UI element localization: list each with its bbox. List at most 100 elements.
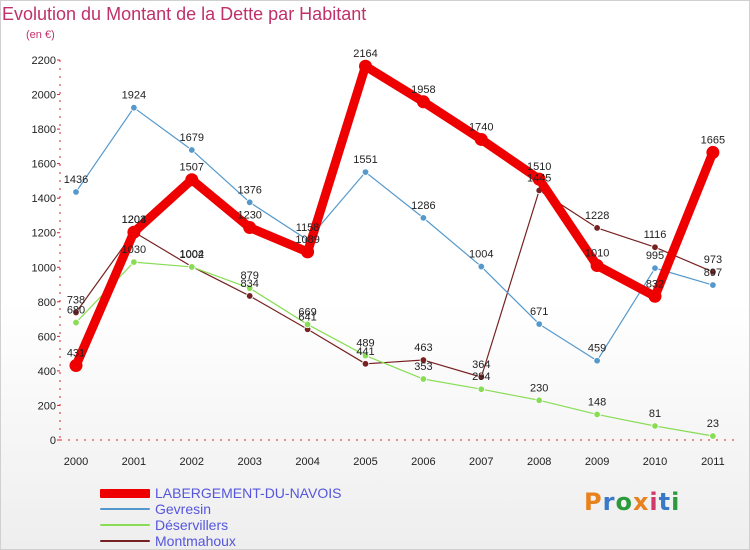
data-point [532, 172, 546, 186]
x-tick-label: 2007 [469, 456, 493, 468]
data-point [709, 432, 717, 440]
data-label: 1286 [411, 200, 435, 212]
data-point [477, 385, 485, 393]
y-tick-label: 0 [50, 435, 56, 447]
data-label: 353 [414, 361, 432, 373]
data-label: 671 [530, 306, 548, 318]
data-label: 680 [67, 305, 85, 317]
logo-letter: r [602, 488, 616, 516]
data-point [706, 145, 720, 159]
data-point [535, 396, 543, 404]
data-point [535, 320, 543, 328]
legend-swatch [100, 508, 150, 510]
data-point [130, 258, 138, 266]
x-tick-label: 2003 [237, 456, 261, 468]
data-point [188, 263, 196, 271]
line-chart: 0 200 400 600 800 1000 1200 1400 1600 1800 2000 220… [32, 48, 740, 468]
x-tick-label: 2000 [64, 456, 88, 468]
data-point [243, 221, 257, 235]
data-point [361, 168, 370, 176]
legend-label: LABERGEMENT-DU-NAVOIS [155, 485, 342, 501]
data-label: 1679 [180, 132, 204, 144]
y-tick-label: 1200 [32, 228, 56, 240]
x-tick-label: 2008 [527, 456, 551, 468]
data-label: 1004 [469, 249, 493, 261]
data-label: 1116 [644, 229, 667, 241]
data-label: 1376 [237, 184, 261, 196]
series-line [75, 261, 714, 437]
data-label: 1924 [122, 90, 146, 102]
data-point [72, 318, 80, 327]
y-tick-label: 1600 [32, 159, 56, 171]
y-tick-label: 1400 [32, 193, 56, 205]
series-line [75, 107, 714, 362]
data-point [593, 224, 601, 232]
x-tick-label: 2006 [411, 456, 435, 468]
data-point [301, 245, 315, 259]
data-label: 738 [67, 295, 85, 307]
data-point [593, 410, 601, 419]
data-point [651, 264, 659, 272]
data-label: 1551 [353, 154, 377, 166]
x-tick-label: 2002 [180, 456, 204, 468]
data-point [474, 132, 488, 146]
data-point [651, 243, 659, 251]
y-tick-label: 2200 [32, 55, 56, 67]
data-point [72, 308, 80, 317]
data-label: 23 [707, 418, 719, 430]
data-point [245, 198, 254, 207]
data-label: 1230 [237, 210, 261, 222]
data-label: 1510 [527, 161, 551, 173]
data-label: 1004 [180, 249, 204, 261]
data-point [419, 375, 428, 383]
data-label: 1158 [296, 222, 320, 234]
legend-item: Gevresin [100, 501, 400, 517]
x-tick-label: 2010 [643, 456, 667, 468]
series-line [71, 61, 718, 371]
data-point [130, 103, 138, 112]
x-tick-label: 2001 [122, 456, 146, 468]
data-label: 463 [414, 342, 432, 354]
data-point [72, 188, 80, 196]
data-label: 1002 [180, 249, 204, 261]
data-point [416, 95, 430, 109]
data-label: 1958 [411, 84, 435, 96]
logo-letter: i [671, 488, 681, 516]
data-label: 1740 [469, 121, 493, 133]
data-label: 1507 [180, 162, 204, 174]
chart-unit-label: (en €) [26, 29, 55, 41]
logo-letter: t [658, 488, 672, 516]
legend-swatch [100, 489, 150, 498]
data-label: 230 [530, 382, 548, 394]
legend-label: Déservillers [155, 517, 229, 533]
data-point [419, 214, 428, 222]
legend-item: Déservillers [100, 517, 400, 533]
legend-swatch [100, 540, 150, 542]
x-tick-label: 2004 [295, 456, 319, 468]
data-label: 294 [472, 371, 490, 383]
data-point [245, 284, 254, 292]
data-label: 81 [649, 408, 661, 420]
data-label: 1665 [701, 134, 725, 146]
data-label: 431 [67, 348, 85, 360]
data-point [185, 173, 199, 187]
data-point [303, 320, 312, 329]
data-label: 148 [588, 396, 606, 408]
data-label: 1010 [585, 248, 609, 260]
data-label: 897 [704, 267, 722, 279]
data-point [593, 357, 601, 365]
data-point [590, 259, 604, 273]
x-tick-label: 2005 [353, 456, 377, 468]
logo-letter: x [632, 488, 650, 516]
y-tick-label: 1000 [32, 262, 56, 274]
data-point [477, 262, 485, 271]
x-tick-label: 2009 [585, 456, 609, 468]
data-point [419, 356, 428, 364]
data-label: 832 [646, 278, 664, 290]
legend-label: Gevresin [155, 501, 212, 517]
data-label: 489 [356, 338, 374, 350]
chart-title: Evolution du Montant de la Dette par Hab… [2, 4, 367, 24]
data-label: 995 [646, 250, 664, 262]
data-point [648, 289, 662, 303]
data-label: 1228 [585, 210, 609, 222]
